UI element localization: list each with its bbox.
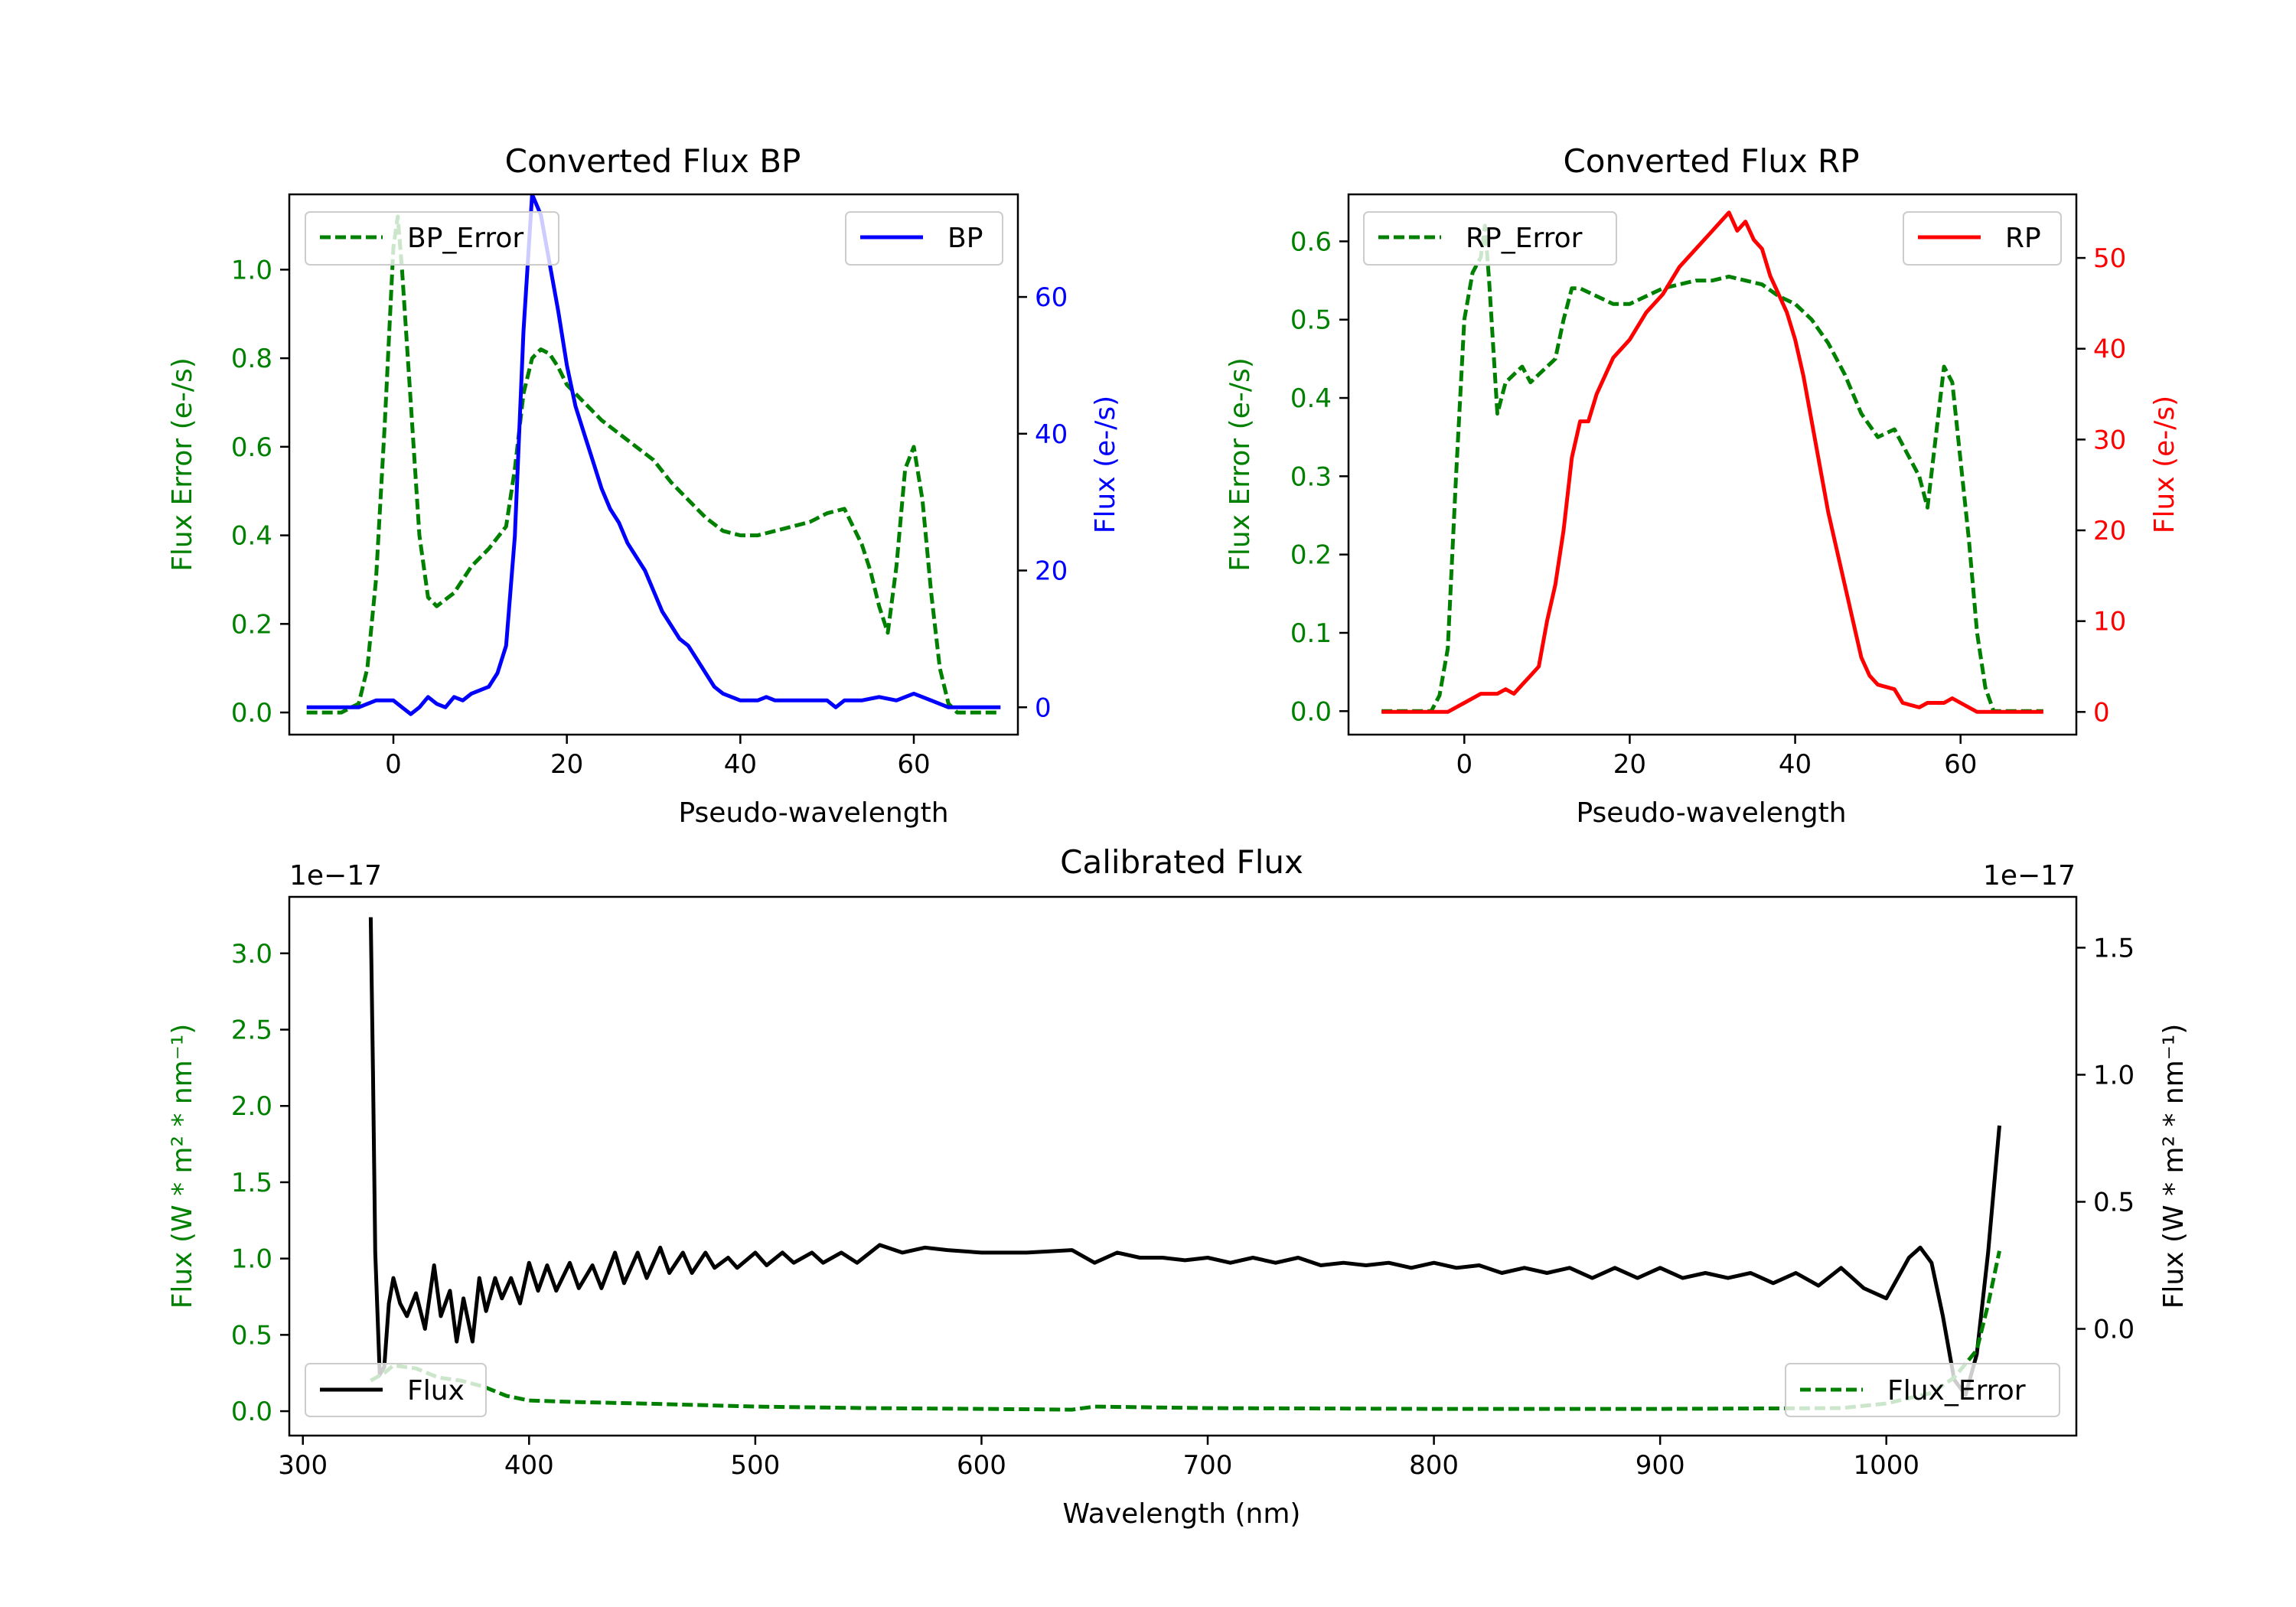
calibrated-legend-error-label: Flux_Error xyxy=(1887,1375,2026,1407)
calibrated-left-ylabel: Flux (W * m² * nm⁻¹) xyxy=(167,1024,198,1309)
calibrated-right-offset: 1e−17 xyxy=(1983,860,2076,892)
rp-right-y-tick-label: 30 xyxy=(2093,425,2126,455)
rp-left-y-tick-label: 0.6 xyxy=(1290,227,1332,257)
rp-legend-error-label: RP_Error xyxy=(1466,223,1583,254)
bp-left-ylabel: Flux Error (e-/s) xyxy=(167,357,198,572)
calibrated-title: Calibrated Flux xyxy=(1060,843,1303,881)
calibrated-legend-flux-label: Flux xyxy=(407,1375,465,1407)
bp-x-tick-label: 20 xyxy=(550,749,583,780)
bp-legend-flux: BP xyxy=(845,211,1003,266)
rp-title: Converted Flux RP xyxy=(1563,142,1859,180)
bp-panel: Converted Flux BP Pseudo-wavelength Flux… xyxy=(167,142,1121,829)
bp-x-tick-label: 40 xyxy=(724,749,757,780)
bp-right-ylabel: Flux (e-/s) xyxy=(1090,396,1121,533)
calibrated-x-tick-label: 500 xyxy=(730,1450,780,1481)
calibrated-left-y-tick-label: 2.0 xyxy=(231,1091,272,1122)
rp-left-y-tick-label: 0.3 xyxy=(1290,461,1332,492)
bp-right-y-tick-label: 0 xyxy=(1035,693,1052,723)
calibrated-x-tick-label: 400 xyxy=(504,1450,554,1481)
rp-legend-flux-label: RP xyxy=(2005,223,2041,254)
rp-left-y-tick-label: 0.0 xyxy=(1290,696,1332,727)
bp-right-y-tick-label: 40 xyxy=(1035,419,1068,450)
calibrated-x-tick-label: 600 xyxy=(957,1450,1006,1481)
calibrated-right-y-tick-label: 1.0 xyxy=(2093,1060,2135,1090)
calibrated-right-y-tick-label: 0.5 xyxy=(2093,1187,2135,1217)
rp-right-y-tick-label: 20 xyxy=(2093,516,2126,546)
rp-series-rp-error-line xyxy=(1381,223,2043,713)
rp-right-y-tick-label: 0 xyxy=(2093,697,2110,728)
calibrated-legend-flux: Flux xyxy=(305,1363,487,1417)
rp-left-y-tick-label: 0.4 xyxy=(1290,383,1332,414)
calibrated-right-ylabel: Flux (W * m² * nm⁻¹) xyxy=(2158,1024,2190,1309)
bp-left-y-tick-label: 0.6 xyxy=(231,432,272,463)
bp-series-bp-line xyxy=(306,194,1001,716)
rp-right-y-tick-label: 40 xyxy=(2093,334,2126,365)
rp-right-ylabel: Flux (e-/s) xyxy=(2149,396,2180,533)
rp-panel: Converted Flux RP Pseudo-wavelength Flux… xyxy=(1225,142,2180,829)
bp-x-tick-label: 0 xyxy=(385,749,402,780)
bp-left-y-tick-label: 0.4 xyxy=(231,521,272,552)
calibrated-left-offset: 1e−17 xyxy=(289,860,382,892)
rp-left-y-tick-label: 0.5 xyxy=(1290,305,1332,336)
rp-left-y-tick-label: 0.2 xyxy=(1290,540,1332,571)
bp-xlabel: Pseudo-wavelength xyxy=(678,797,948,829)
bp-legend-flux-label: BP xyxy=(947,223,983,254)
bp-legend-error: BP_Error xyxy=(305,211,559,266)
calibrated-legend-error: Flux_Error xyxy=(1785,1363,2060,1417)
calibrated-x-tick-label: 800 xyxy=(1409,1450,1459,1481)
calibrated-panel: Calibrated Flux Wavelength (nm) Flux (W … xyxy=(167,843,2190,1530)
calibrated-right-y-tick-label: 1.5 xyxy=(2093,933,2135,963)
calibrated-left-y-tick-label: 1.0 xyxy=(231,1244,272,1275)
rp-right-y-tick-label: 50 xyxy=(2093,243,2126,274)
bp-legend-error-label: BP_Error xyxy=(407,223,523,254)
rp-x-tick-label: 40 xyxy=(1779,749,1812,780)
rp-legend-flux: RP xyxy=(1903,211,2062,266)
calibrated-right-y-tick-label: 0.0 xyxy=(2093,1315,2135,1345)
bp-x-tick-label: 60 xyxy=(897,749,930,780)
calibrated-x-tick-label: 1000 xyxy=(1853,1450,1919,1481)
calibrated-axes-frame xyxy=(288,895,2078,1437)
calibrated-left-y-tick-label: 1.5 xyxy=(231,1168,272,1198)
bp-right-y-tick-label: 60 xyxy=(1035,282,1068,313)
bp-left-y-tick-label: 1.0 xyxy=(231,255,272,285)
calibrated-x-tick-label: 700 xyxy=(1183,1450,1233,1481)
bp-left-y-tick-label: 0.0 xyxy=(231,698,272,729)
bp-right-y-tick-label: 20 xyxy=(1035,556,1068,587)
calibrated-left-y-tick-label: 0.5 xyxy=(231,1320,272,1351)
calibrated-left-y-tick-label: 3.0 xyxy=(231,939,272,970)
bp-left-y-tick-label: 0.8 xyxy=(231,344,272,374)
bp-series-bp-error-line xyxy=(306,214,1001,715)
rp-left-y-tick-label: 0.1 xyxy=(1290,618,1332,649)
calibrated-x-tick-label: 900 xyxy=(1636,1450,1685,1481)
rp-x-tick-label: 20 xyxy=(1613,749,1646,780)
rp-series-rp-line xyxy=(1381,210,2043,714)
rp-right-y-tick-label: 10 xyxy=(2093,607,2126,637)
calibrated-left-y-tick-label: 0.0 xyxy=(231,1397,272,1427)
calibrated-xlabel: Wavelength (nm) xyxy=(1063,1498,1301,1530)
rp-xlabel: Pseudo-wavelength xyxy=(1576,797,1846,829)
rp-left-ylabel: Flux Error (e-/s) xyxy=(1225,357,1256,572)
rp-x-tick-label: 0 xyxy=(1456,749,1473,780)
calibrated-left-y-tick-label: 2.5 xyxy=(231,1015,272,1046)
bp-axes-frame xyxy=(288,193,1019,736)
rp-axes-frame xyxy=(1347,193,2078,736)
calibrated-series-flux-line xyxy=(368,917,2001,1397)
calibrated-x-tick-label: 300 xyxy=(278,1450,328,1481)
rp-legend-error: RP_Error xyxy=(1363,211,1617,266)
bp-title: Converted Flux BP xyxy=(505,142,801,180)
rp-x-tick-label: 60 xyxy=(1944,749,1977,780)
bp-left-y-tick-label: 0.2 xyxy=(231,609,272,640)
